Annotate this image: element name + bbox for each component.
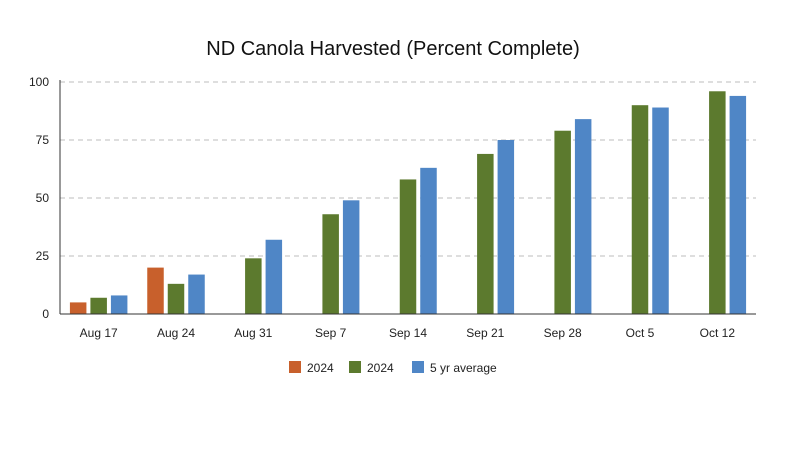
bar-5yr-average-oct-12 — [729, 95, 747, 314]
bar-green-2024-aug-24 — [167, 283, 185, 314]
bar-green-2024-sep-7 — [322, 214, 339, 314]
bar-green-2024-oct-5 — [631, 105, 649, 314]
x-tick-label: Sep 28 — [544, 326, 582, 340]
bar-green-2024-sep-21 — [477, 153, 494, 314]
bar-5yr-average-aug-17 — [110, 295, 128, 314]
legend-swatch — [349, 361, 361, 373]
bar-orange-2024-aug-24 — [147, 267, 164, 314]
legend-swatch — [289, 361, 301, 373]
bar-green-2024-aug-17 — [90, 297, 107, 314]
y-tick-label: 100 — [29, 75, 49, 89]
x-tick-label: Sep 7 — [315, 326, 347, 340]
x-tick-label: Oct 12 — [700, 326, 736, 340]
y-tick-label: 50 — [36, 191, 50, 205]
bar-5yr-average-aug-31 — [265, 239, 283, 314]
legend: 2024 2024 5 yr average — [289, 361, 497, 375]
bars — [69, 91, 747, 315]
x-tick-label: Aug 31 — [234, 326, 272, 340]
bar-5yr-average-sep-21 — [497, 140, 515, 314]
bar-orange-2024-aug-17 — [69, 302, 87, 314]
legend-swatch — [412, 361, 424, 373]
bar-5yr-average-sep-7 — [342, 200, 360, 314]
bar-green-2024-aug-31 — [245, 258, 262, 314]
axes: 0 25 50 75 100 Aug 17 Aug 24 Aug 31 Sep 7 Sep 14 S… — [29, 75, 756, 340]
bar-green-2024-sep-28 — [554, 130, 571, 314]
y-tick-label: 0 — [42, 307, 49, 321]
x-tick-label: Sep 21 — [466, 326, 504, 340]
y-tick-label: 75 — [36, 133, 50, 147]
legend-label: 2024 — [367, 361, 394, 375]
bar-5yr-average-aug-24 — [188, 274, 205, 314]
bar-green-2024-sep-14 — [399, 179, 417, 314]
chart-title: ND Canola Harvested (Percent Complete) — [206, 38, 580, 60]
x-tick-label: Aug 24 — [157, 326, 195, 340]
bar-5yr-average-sep-28 — [574, 119, 592, 315]
legend-label: 2024 — [307, 361, 334, 375]
x-tick-label: Aug 17 — [80, 326, 118, 340]
legend-label: 5 yr average — [430, 361, 497, 375]
bar-green-2024-oct-12 — [709, 91, 726, 314]
bar-5yr-average-oct-5 — [652, 107, 669, 315]
x-tick-label: Sep 14 — [389, 326, 427, 340]
bar-5yr-average-sep-14 — [420, 167, 437, 314]
x-tick-label: Oct 5 — [626, 326, 655, 340]
y-tick-label: 25 — [36, 249, 50, 263]
